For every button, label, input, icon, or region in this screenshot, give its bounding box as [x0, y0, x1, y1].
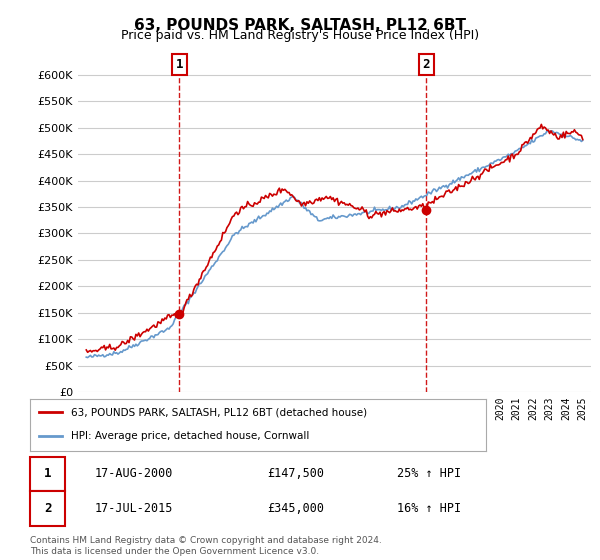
- Text: 63, POUNDS PARK, SALTASH, PL12 6BT (detached house): 63, POUNDS PARK, SALTASH, PL12 6BT (deta…: [71, 407, 367, 417]
- Text: 1: 1: [176, 58, 183, 71]
- Text: 1: 1: [44, 467, 52, 480]
- Text: £147,500: £147,500: [268, 467, 325, 480]
- Text: 2: 2: [44, 502, 52, 515]
- Text: 25% ↑ HPI: 25% ↑ HPI: [397, 467, 461, 480]
- Text: £345,000: £345,000: [268, 502, 325, 515]
- Text: 63, POUNDS PARK, SALTASH, PL12 6BT: 63, POUNDS PARK, SALTASH, PL12 6BT: [134, 18, 466, 33]
- Text: HPI: Average price, detached house, Cornwall: HPI: Average price, detached house, Corn…: [71, 431, 310, 441]
- FancyBboxPatch shape: [30, 491, 65, 526]
- FancyBboxPatch shape: [30, 456, 65, 491]
- Text: Price paid vs. HM Land Registry's House Price Index (HPI): Price paid vs. HM Land Registry's House …: [121, 29, 479, 42]
- Text: 16% ↑ HPI: 16% ↑ HPI: [397, 502, 461, 515]
- Text: 17-AUG-2000: 17-AUG-2000: [95, 467, 173, 480]
- Text: Contains HM Land Registry data © Crown copyright and database right 2024.
This d: Contains HM Land Registry data © Crown c…: [30, 536, 382, 556]
- Text: 17-JUL-2015: 17-JUL-2015: [95, 502, 173, 515]
- Text: 2: 2: [422, 58, 430, 71]
